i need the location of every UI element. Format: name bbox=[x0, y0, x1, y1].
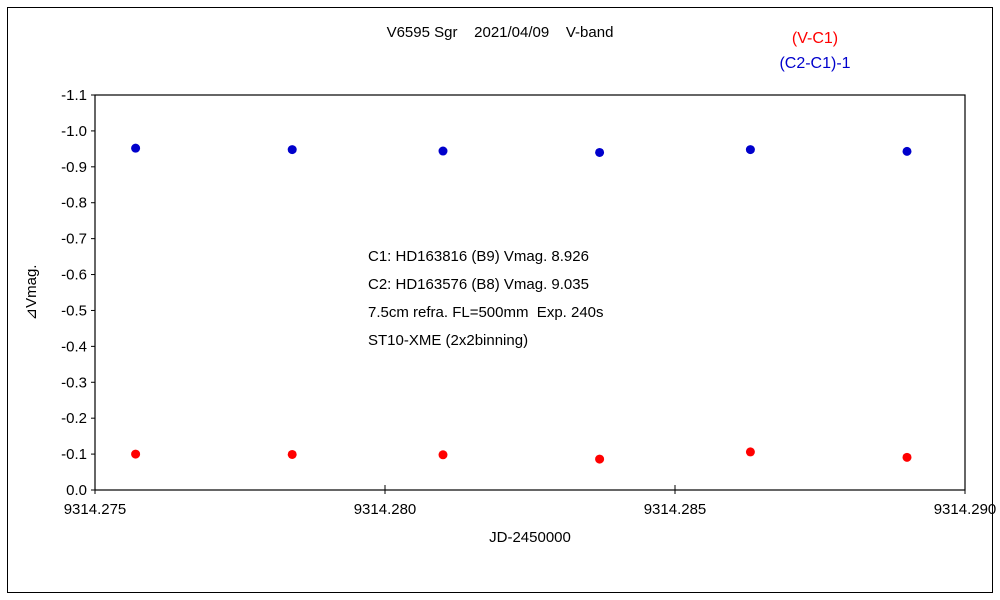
point-c2-c1-minus-1 bbox=[902, 146, 912, 156]
y-tick-label: -0.2 bbox=[61, 410, 87, 427]
y-tick-label: -0.7 bbox=[61, 231, 87, 248]
annotation-line: C1: HD163816 (B9) Vmag. 8.926 bbox=[368, 248, 589, 265]
y-tick-label: -0.5 bbox=[61, 302, 87, 319]
point-v-c1 bbox=[287, 449, 297, 459]
y-tick-label: -1.0 bbox=[61, 123, 87, 140]
chart-title: V6595 Sgr 2021/04/09 V-band bbox=[386, 24, 614, 41]
point-c2-c1-minus-1 bbox=[131, 143, 141, 153]
point-c2-c1-minus-1 bbox=[438, 146, 448, 156]
point-c2-c1-minus-1 bbox=[745, 145, 755, 155]
legend-item-c2-c1-minus-1: (C2-C1)-1 bbox=[779, 55, 851, 72]
y-axis-label: ⊿Vmag. bbox=[23, 265, 40, 321]
x-tick-label: 9314.290 bbox=[934, 501, 997, 518]
point-v-c1 bbox=[131, 449, 141, 459]
y-tick-label: -0.6 bbox=[61, 267, 87, 284]
x-tick-label: 9314.275 bbox=[64, 501, 127, 518]
x-tick-label: 9314.280 bbox=[354, 501, 417, 518]
annotation-line: 7.5cm refra. FL=500mm Exp. 240s bbox=[368, 304, 604, 321]
x-axis-label: JD-2450000 bbox=[489, 529, 571, 546]
point-c2-c1-minus-1 bbox=[595, 147, 605, 157]
legend-item-v-c1: (V-C1) bbox=[791, 30, 839, 47]
y-tick-label: -0.9 bbox=[61, 159, 87, 176]
x-tick-label: 9314.285 bbox=[644, 501, 707, 518]
annotation-line: C2: HD163576 (B8) Vmag. 9.035 bbox=[368, 276, 589, 293]
y-tick-label: -0.3 bbox=[61, 374, 87, 391]
annotation-line: ST10-XME (2x2binning) bbox=[368, 332, 529, 349]
point-c2-c1-minus-1 bbox=[287, 145, 297, 155]
y-tick-label: -0.8 bbox=[61, 195, 87, 212]
point-v-c1 bbox=[438, 450, 448, 460]
y-tick-label: 0.0 bbox=[66, 482, 87, 499]
y-tick-label: -1.1 bbox=[61, 87, 87, 104]
annotation-block: C1: HD163816 (B9) Vmag. 8.926 C2: HD16357… bbox=[368, 243, 604, 355]
y-tick-label: -0.4 bbox=[61, 338, 87, 355]
point-v-c1 bbox=[902, 452, 912, 462]
plot-frame bbox=[94, 94, 966, 491]
legend: (V-C1) (C2-C1)-1 bbox=[752, 26, 878, 76]
point-v-c1 bbox=[745, 447, 755, 457]
y-tick-label: -0.1 bbox=[61, 446, 87, 463]
point-v-c1 bbox=[595, 454, 605, 464]
